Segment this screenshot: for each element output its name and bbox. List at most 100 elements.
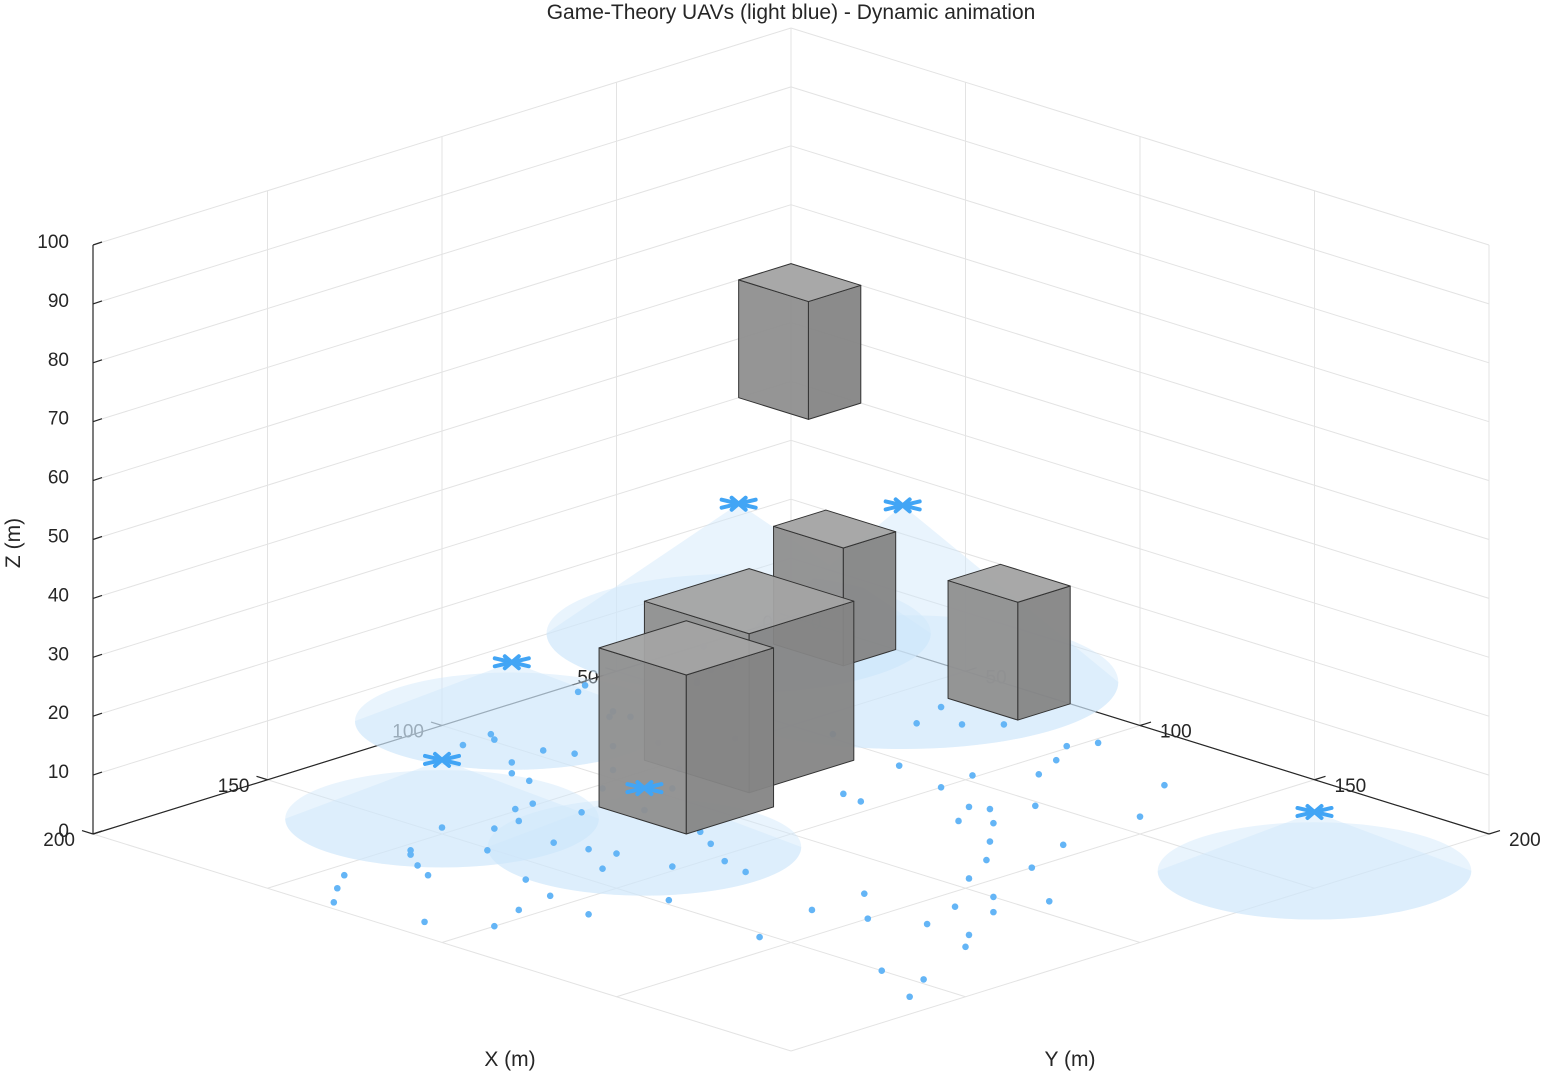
- wall-grid-line: [790, 439, 1490, 658]
- ground-user-point: [613, 850, 620, 857]
- ground-user-point: [1032, 802, 1039, 810]
- ground-user-point: [756, 933, 763, 941]
- ground-user-point: [491, 736, 498, 743]
- ground-user-point: [340, 871, 348, 879]
- z-tick-mark: [92, 359, 103, 364]
- ground-user-point: [1063, 742, 1071, 750]
- z-tick-label: 90: [48, 291, 69, 312]
- ground-user-point: [484, 846, 491, 854]
- ground-user-point: [1035, 771, 1043, 778]
- ground-user-point: [529, 800, 537, 807]
- ground-user-point: [599, 865, 606, 873]
- ground-user-point: [581, 682, 589, 689]
- building-block: [738, 263, 862, 420]
- wall-grid-line: [790, 145, 1490, 364]
- wall-grid-line: [790, 86, 1490, 305]
- ground-user-point: [721, 857, 728, 865]
- ground-user-point: [508, 759, 516, 766]
- x-tick-mark: [81, 830, 94, 835]
- ground-user-point: [923, 920, 931, 928]
- building-block: [598, 620, 775, 835]
- y-tick-mark: [1488, 830, 1501, 835]
- wall-grid-line: [92, 380, 792, 599]
- z-axis-label: Z (m): [2, 518, 25, 568]
- ground-user-point: [1052, 756, 1060, 764]
- uav-coverage-cone: [285, 759, 599, 868]
- ground-user-point: [1045, 897, 1053, 905]
- ground-user-point: [515, 906, 523, 914]
- chart-title: Game-Theory UAVs (light blue) - Dynamic …: [547, 1, 1036, 24]
- ground-user-point: [990, 819, 997, 827]
- ground-user-point: [965, 931, 973, 939]
- z-tick-label: 0: [58, 821, 69, 842]
- z-tick-label: 30: [48, 644, 69, 665]
- z-tick-mark: [92, 712, 103, 717]
- ground-user-point: [969, 772, 976, 779]
- uav-marker: [492, 654, 531, 671]
- ground-user-point: [578, 809, 585, 816]
- ground-user-point: [951, 903, 959, 910]
- wall-grid-line: [790, 27, 1490, 246]
- z-tick-label: 20: [48, 703, 69, 724]
- ground-user-point: [864, 915, 872, 922]
- wall-grid-line: [92, 86, 792, 305]
- z-tick-label: 40: [48, 585, 69, 606]
- z-tick-mark: [92, 300, 103, 305]
- x-tick-mark: [256, 775, 268, 781]
- ground-user-point: [840, 790, 847, 798]
- z-tick-label: 60: [48, 468, 69, 489]
- ground-user-point: [962, 943, 969, 951]
- ground-user-point: [742, 868, 749, 876]
- floor-grid-line: [616, 779, 1315, 998]
- z-tick-mark: [92, 241, 103, 246]
- ground-user-point: [878, 967, 886, 975]
- ground-user-point: [965, 875, 973, 882]
- wall-grid-line: [92, 204, 792, 423]
- uav-marker: [1295, 803, 1334, 820]
- ground-user-point: [965, 803, 973, 811]
- wall-grid-line: [92, 322, 792, 540]
- ground-user-point: [1161, 781, 1168, 789]
- ground-user-point: [438, 824, 446, 831]
- ground-user-point: [955, 817, 962, 825]
- x-axis-label: X (m): [484, 1048, 535, 1071]
- x-tick-label: 50: [577, 667, 598, 688]
- ground-user-point: [424, 871, 432, 879]
- wall-grid-line: [92, 27, 792, 246]
- y-tick-label: 150: [1335, 776, 1367, 797]
- uav-marker: [625, 780, 664, 797]
- ground-user-point: [1000, 721, 1008, 728]
- ground-user-point: [1136, 813, 1144, 820]
- wall-grid-line: [92, 498, 792, 717]
- uav-marker: [423, 751, 461, 768]
- ground-user-point: [491, 825, 498, 832]
- ground-user-point: [414, 862, 421, 869]
- ground-user-point: [511, 805, 519, 813]
- ground-user-point: [990, 908, 997, 916]
- z-tick-mark: [92, 418, 103, 423]
- y-tick-label: 100: [1160, 722, 1192, 743]
- ground-user-point: [707, 840, 715, 848]
- wall-grid-line: [790, 322, 1490, 540]
- ground-user-point: [585, 910, 592, 918]
- wall-grid-line: [790, 204, 1490, 423]
- ground-user-point: [571, 750, 578, 758]
- wall-grid-line: [92, 145, 792, 364]
- uav-marker: [883, 497, 922, 514]
- building-block: [947, 563, 1071, 721]
- ground-user-point: [546, 892, 554, 900]
- ground-user-point: [990, 893, 997, 901]
- ground-user-point: [665, 896, 673, 904]
- z-tick-label: 80: [48, 350, 69, 371]
- x-tick-mark: [430, 721, 443, 727]
- z-tick-mark: [92, 653, 103, 658]
- x-tick-label: 200: [43, 830, 75, 851]
- z-tick-mark: [92, 771, 103, 776]
- ground-user-point: [525, 777, 533, 785]
- ground-user-point: [983, 856, 990, 864]
- wall-grid-line: [92, 263, 792, 482]
- y-tick-label: 200: [1509, 830, 1541, 851]
- z-tick-mark: [92, 594, 103, 599]
- z-tick-label: 100: [37, 232, 69, 253]
- ground-user-point: [574, 688, 582, 696]
